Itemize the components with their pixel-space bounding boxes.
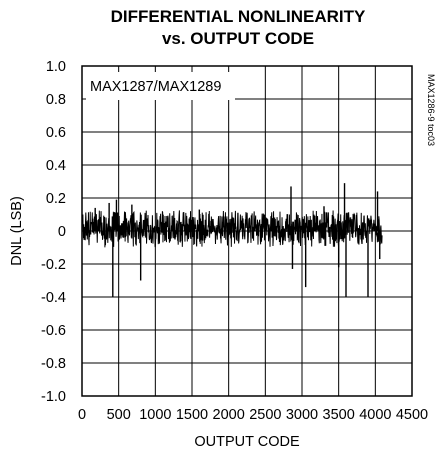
annotation-background — [86, 72, 235, 100]
figure-code-label: MAX1286-9 toc03 — [426, 74, 436, 146]
x-axis-label: OUTPUT CODE — [194, 434, 300, 450]
x-tick-label: 4500 — [396, 407, 428, 423]
plot-frame — [81, 65, 413, 397]
x-tick-label: 1000 — [139, 407, 171, 423]
chart-title: DIFFERENTIAL NONLINEARITY vs. OUTPUT COD… — [111, 7, 366, 48]
x-tick-label: 3000 — [286, 407, 318, 423]
y-tick-label: -0.2 — [41, 257, 66, 273]
y-tick-label: 0.4 — [46, 158, 66, 174]
chart-title-line-2: vs. OUTPUT CODE — [162, 29, 314, 48]
y-tick-label: -0.6 — [41, 323, 66, 339]
y-tick-label: 0.8 — [46, 92, 66, 108]
y-tick-label: -1.0 — [41, 389, 66, 405]
x-tick-label: 3500 — [323, 407, 355, 423]
dnl-series-line — [81, 210, 383, 248]
y-tick-labels: 1.0 0.8 0.6 0.4 0.2 0 -0.2 -0.4 -0.6 -0.8 -1.0 — [41, 59, 66, 405]
y-tick-label: 1.0 — [46, 59, 66, 75]
series-dnl — [81, 183, 383, 297]
x-tick-label: 2500 — [249, 407, 281, 423]
y-tick-label: -0.8 — [41, 356, 66, 372]
x-tick-labels: 0 500 1000 1500 2000 2500 3000 3500 4000 4500 — [78, 407, 428, 423]
y-tick-label: -0.4 — [41, 290, 66, 306]
x-tick-label: 1500 — [176, 407, 208, 423]
part-number-annotation: MAX1287/MAX1289 — [90, 79, 221, 95]
y-tick-label: 0.2 — [46, 191, 66, 207]
y-tick-label: 0.6 — [46, 125, 66, 141]
x-tick-label: 0 — [78, 407, 86, 423]
x-tick-label: 4000 — [359, 407, 391, 423]
y-axis-label: DNL (LSB) — [9, 196, 25, 266]
x-tick-label: 500 — [107, 407, 131, 423]
chart-title-line-1: DIFFERENTIAL NONLINEARITY — [111, 7, 366, 26]
x-tick-label: 2000 — [213, 407, 245, 423]
y-tick-label: 0 — [58, 224, 66, 240]
